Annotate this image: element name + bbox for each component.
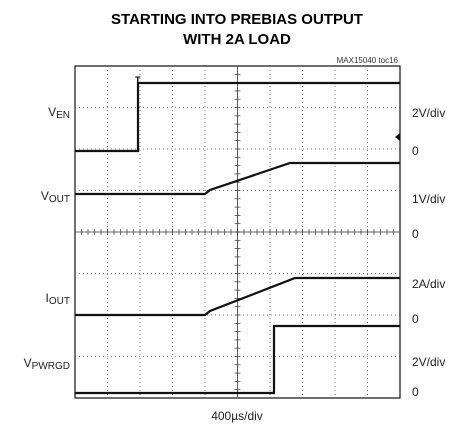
channel-name-main: V xyxy=(24,356,32,370)
timebase: 400µs/div xyxy=(211,409,263,423)
figure-tag: MAX15040 toc16 xyxy=(337,56,399,65)
title-line: STARTING INTO PREBIAS OUTPUT xyxy=(111,11,363,28)
level-marker xyxy=(395,133,400,141)
channel-zero: 0 xyxy=(412,227,419,241)
scope-grid xyxy=(74,65,401,399)
channel-name: VPWRGD xyxy=(24,356,70,372)
channel-name-sub: PWRGD xyxy=(32,361,70,372)
channel-name-sub: OUT xyxy=(49,296,70,307)
channel-name-sub: EN xyxy=(56,110,70,121)
channel-zero: 0 xyxy=(412,144,419,158)
pwrgd-trace xyxy=(75,324,400,395)
trigger-marker: T xyxy=(135,75,141,85)
channel-name-main: V xyxy=(48,105,56,119)
channel-name: IOUT xyxy=(46,291,70,307)
ven-trace xyxy=(75,81,400,153)
channel-zero: 0 xyxy=(412,385,419,399)
vout-trace xyxy=(75,161,400,196)
channel-scale: 2A/div xyxy=(412,277,445,291)
title-line: WITH 2A LOAD xyxy=(183,31,291,48)
channel-name-sub: OUT xyxy=(49,194,70,205)
channel-name: VOUT xyxy=(41,189,70,205)
channel-name: VEN xyxy=(48,105,70,121)
channel-scale: 2V/div xyxy=(412,355,445,369)
channel-zero: 0 xyxy=(412,312,419,326)
channel-scale: 2V/div xyxy=(412,106,445,120)
channel-name-main: V xyxy=(41,189,49,203)
channel-name-main: I xyxy=(46,291,49,305)
channel-scale: 1V/div xyxy=(412,192,445,206)
iout-trace xyxy=(75,276,400,317)
